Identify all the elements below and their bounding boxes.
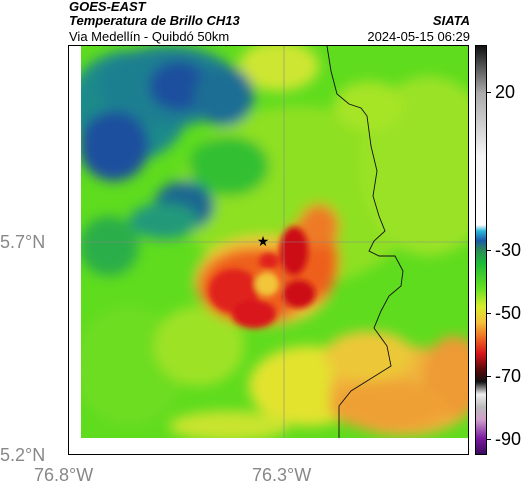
x-tick-label: 76.8°W: [34, 465, 94, 485]
border-line: [326, 46, 404, 438]
colorbar-label: -90: [495, 429, 522, 450]
colorbar-label: -50: [495, 303, 522, 324]
brightness-temperature-map: ★: [68, 45, 469, 455]
colorbar-tick: [486, 376, 491, 378]
product-title: Temperatura de Brillo CH13: [69, 13, 240, 28]
datetime-label: 2024-05-15 06:29: [367, 29, 470, 44]
colorbar-tick: [486, 439, 491, 441]
location-star-marker: ★: [257, 234, 270, 250]
colorbar-tick: [486, 250, 491, 251]
org-label: SIATA: [432, 13, 470, 28]
satellite-title: GOES-EAST: [69, 0, 146, 14]
colorbar-tick: [486, 92, 491, 94]
y-tick-label: 5.2°N: [0, 445, 46, 465]
colorbar-label: -70: [495, 366, 522, 387]
y-tick-label: 5.7°N: [0, 232, 46, 252]
colorbar-tick: [486, 313, 491, 315]
colorbar-label: 20: [495, 82, 516, 103]
map-canvas: ★: [81, 46, 468, 438]
region-label: Via Medellín - Quibdó 50km: [69, 29, 230, 44]
colorbar-label: -30: [495, 240, 522, 260]
convective-core: [209, 227, 315, 328]
x-tick-label: 76.3°W: [252, 465, 312, 485]
